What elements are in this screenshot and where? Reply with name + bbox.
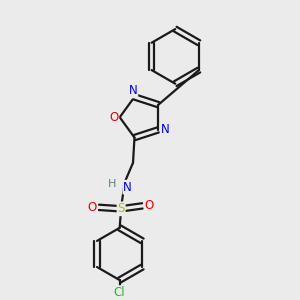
Text: H: H (107, 178, 116, 189)
Text: N: N (160, 123, 169, 136)
Text: O: O (144, 200, 154, 212)
Text: N: N (123, 181, 132, 194)
Text: Cl: Cl (114, 286, 125, 299)
Text: N: N (129, 85, 137, 98)
Text: S: S (117, 202, 125, 215)
Text: O: O (109, 111, 119, 124)
Text: O: O (88, 201, 97, 214)
